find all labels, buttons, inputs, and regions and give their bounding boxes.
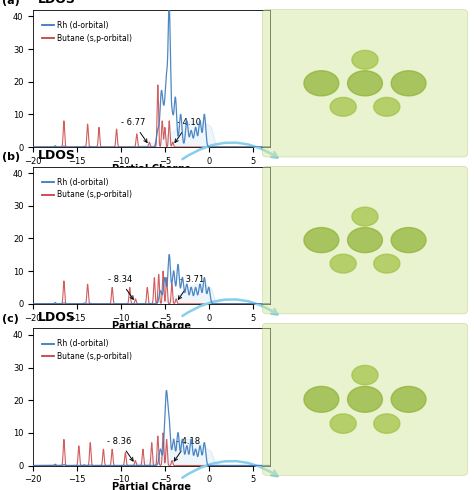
Circle shape: [391, 71, 426, 96]
Text: LDOS: LDOS: [38, 311, 76, 324]
Text: LDOS: LDOS: [38, 0, 76, 6]
Text: - 6.77: - 6.77: [121, 119, 147, 143]
Circle shape: [374, 414, 400, 433]
Circle shape: [347, 387, 383, 412]
Circle shape: [330, 254, 356, 273]
Text: Partial Charge: Partial Charge: [112, 164, 191, 174]
Text: - 3.71: - 3.71: [178, 275, 204, 299]
FancyBboxPatch shape: [263, 323, 467, 475]
Circle shape: [352, 50, 378, 69]
Circle shape: [391, 387, 426, 412]
Legend: Rh (d-orbital), Butane (s,p-orbital): Rh (d-orbital), Butane (s,p-orbital): [39, 336, 135, 364]
Text: (a): (a): [2, 0, 20, 6]
Text: - 8.34: - 8.34: [108, 275, 133, 299]
Circle shape: [374, 98, 400, 116]
Circle shape: [330, 414, 356, 433]
Circle shape: [304, 387, 339, 412]
Circle shape: [330, 98, 356, 116]
FancyBboxPatch shape: [263, 10, 467, 157]
Circle shape: [352, 207, 378, 226]
Circle shape: [347, 71, 383, 96]
Circle shape: [352, 366, 378, 385]
Text: - 4.18: - 4.18: [174, 437, 200, 461]
FancyBboxPatch shape: [263, 167, 467, 314]
Text: (c): (c): [2, 314, 19, 324]
Legend: Rh (d-orbital), Butane (s,p-orbital): Rh (d-orbital), Butane (s,p-orbital): [39, 174, 135, 202]
Text: (b): (b): [2, 152, 20, 163]
Circle shape: [304, 227, 339, 253]
Circle shape: [304, 71, 339, 96]
Legend: Rh (d-orbital), Butane (s,p-orbital): Rh (d-orbital), Butane (s,p-orbital): [39, 18, 135, 46]
Circle shape: [374, 254, 400, 273]
Text: LDOS: LDOS: [38, 149, 76, 163]
Circle shape: [347, 227, 383, 253]
Text: Partial Charge: Partial Charge: [112, 483, 191, 490]
Text: - 8.36: - 8.36: [108, 437, 133, 461]
Circle shape: [391, 227, 426, 253]
Text: Partial Charge: Partial Charge: [112, 321, 191, 331]
Text: - 4.10: - 4.10: [175, 119, 201, 143]
